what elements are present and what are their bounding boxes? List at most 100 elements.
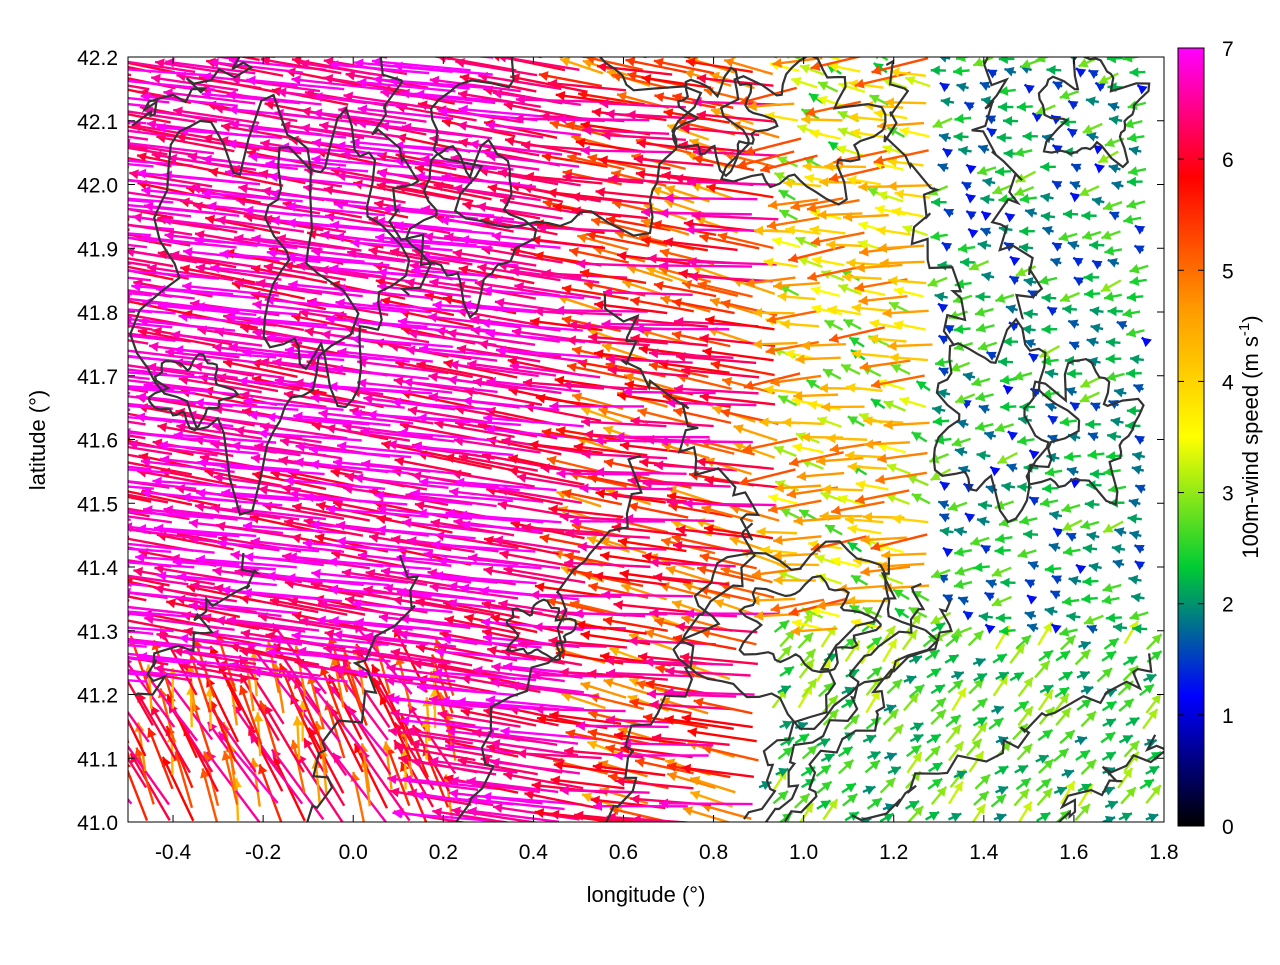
wind-arrow-head — [1082, 576, 1091, 586]
wind-arrow-head — [177, 572, 186, 582]
wind-arrow-head — [103, 522, 113, 532]
wind-arrow-head — [117, 233, 126, 243]
wind-arrow-head — [1104, 292, 1114, 302]
wind-arrow-head — [502, 40, 512, 50]
y-tick-label: 41.4 — [77, 557, 118, 580]
wind-arrow-head — [1064, 452, 1073, 462]
wind-arrow-shaft — [659, 213, 752, 214]
wind-arrow-head — [975, 307, 985, 317]
wind-arrow-head — [849, 113, 858, 123]
wind-arrow-head — [92, 650, 101, 660]
wind-arrow-head — [112, 261, 122, 271]
wind-arrow-head — [1068, 101, 1078, 110]
wind-arrow-shaft — [688, 731, 757, 741]
wind-arrow-shaft — [579, 488, 672, 489]
wind-arrow-shaft — [438, 42, 520, 56]
wind-arrow-head — [571, 192, 580, 202]
wind-arrow-head — [1087, 337, 1097, 347]
wind-arrow-head — [101, 73, 111, 83]
wind-arrow-head — [1032, 113, 1042, 122]
wind-arrow-head — [1048, 416, 1058, 425]
wind-arrow-head — [1090, 469, 1099, 479]
wind-arrow-head — [118, 375, 128, 385]
wind-arrow-head — [652, 733, 661, 743]
wind-arrow-head — [1019, 226, 1028, 236]
x-tick-label: 0.8 — [699, 841, 728, 864]
wind-arrow-head — [696, 42, 706, 51]
wind-arrow-head — [804, 174, 814, 184]
wind-arrow-shaft — [576, 264, 665, 267]
wind-arrow-head — [1127, 177, 1136, 187]
wind-arrow-head — [1142, 338, 1152, 348]
wind-arrow-head — [398, 38, 408, 48]
wind-arrow-head — [1108, 639, 1118, 648]
wind-arrow-head — [32, 664, 41, 674]
wind-arrow-head — [724, 58, 734, 68]
wind-arrow-head — [808, 400, 818, 410]
wind-arrow-head — [1014, 147, 1024, 157]
wind-arrow-head — [576, 259, 585, 269]
wind-arrow-head — [67, 540, 76, 550]
wind-arrow-head — [256, 40, 266, 50]
wind-arrow-head — [788, 253, 798, 263]
wind-arrow-head — [826, 434, 835, 444]
wind-arrow-head — [654, 92, 664, 102]
wind-arrow-head — [550, 810, 559, 820]
wind-arrow-head — [1128, 514, 1137, 524]
wind-arrow-head — [759, 417, 768, 427]
wind-arrow-shaft — [582, 454, 668, 458]
wind-arrow-head — [1068, 129, 1078, 138]
wind-arrow-head — [777, 292, 786, 302]
y-axis-label: latitude (°) — [25, 390, 50, 491]
wind-arrow-head — [567, 362, 577, 372]
wind-arrow-shaft — [395, 48, 494, 57]
x-tick-label: 0.4 — [519, 841, 549, 864]
wind-arrow-head — [121, 138, 131, 148]
wind-vectors — [26, 36, 1161, 826]
wind-arrow-head — [1128, 166, 1138, 176]
wind-arrow-shaft — [163, 757, 193, 821]
wind-arrow-shaft — [377, 529, 476, 538]
wind-arrow-head — [540, 534, 550, 544]
wind-arrow-head — [390, 247, 400, 257]
x-tick-label: 0.0 — [339, 841, 368, 864]
wind-arrow-head — [807, 272, 817, 282]
wind-arrow-head — [1104, 246, 1114, 256]
wind-arrow-head — [569, 247, 579, 257]
wind-arrow-shaft — [625, 46, 690, 57]
wind-arrow-shaft — [52, 535, 125, 550]
wind-arrow-head — [104, 719, 113, 729]
wind-arrow-head — [601, 590, 610, 600]
colorbar-tick-label: 2 — [1222, 594, 1234, 617]
wind-arrow-head — [935, 357, 945, 367]
wind-arrow-head — [981, 272, 991, 282]
wind-arrow-head — [1127, 406, 1136, 416]
wind-arrow-shaft — [534, 709, 625, 711]
colorbar — [1178, 48, 1204, 826]
wind-arrow-head — [227, 39, 237, 49]
wind-arrow-head — [71, 347, 80, 357]
wind-arrow-head — [1128, 575, 1138, 585]
wind-arrow-shaft — [687, 262, 776, 265]
y-tick-label: 41.2 — [77, 685, 118, 708]
wind-arrow-head — [653, 572, 662, 582]
wind-arrow-head — [577, 233, 587, 243]
wind-arrow-head — [655, 664, 665, 674]
wind-arrow-head — [661, 171, 670, 181]
wind-arrow-head — [953, 132, 962, 142]
wind-arrow-head — [1127, 199, 1137, 209]
wind-arrow-head — [1000, 578, 1009, 588]
wind-arrow-head — [101, 70, 111, 80]
wind-arrow-head — [613, 600, 622, 610]
wind-arrow-shaft — [44, 674, 147, 682]
wind-arrow-head — [773, 535, 782, 545]
wind-arrow-head — [831, 505, 841, 515]
colorbar-tick-label: 6 — [1222, 149, 1234, 172]
wind-arrow-head — [764, 385, 774, 395]
wind-arrow-head — [1084, 289, 1093, 299]
wind-arrow-head — [27, 74, 36, 84]
wind-arrow-head — [1092, 197, 1102, 207]
wind-arrow-head — [123, 314, 132, 324]
wind-arrow-head — [639, 458, 648, 468]
wind-arrow-head — [310, 460, 319, 470]
